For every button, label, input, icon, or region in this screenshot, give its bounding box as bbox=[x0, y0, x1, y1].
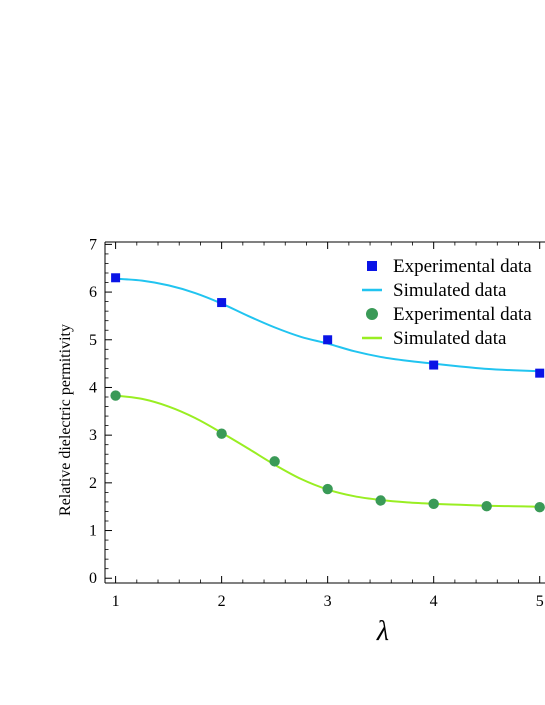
y-axis-label: Relative dielectric permitivity bbox=[57, 324, 74, 516]
x-tick-label: 5 bbox=[536, 593, 544, 610]
series-2-point bbox=[375, 495, 386, 506]
legend-label-3: Simulated data bbox=[393, 328, 507, 349]
legend-marker-2 bbox=[366, 308, 378, 320]
y-tick-label: 2 bbox=[89, 475, 97, 492]
x-tick-label: 2 bbox=[218, 593, 226, 610]
series-2-point bbox=[110, 390, 121, 401]
series-2-point bbox=[481, 501, 492, 512]
y-tick-label: 5 bbox=[89, 332, 97, 349]
y-tick-label: 6 bbox=[89, 284, 97, 301]
y-tick-label: 7 bbox=[89, 236, 97, 253]
y-tick-label: 3 bbox=[89, 427, 97, 444]
legend-label-0: Experimental data bbox=[393, 256, 532, 277]
series-2-point bbox=[428, 498, 439, 510]
x-tick-label: 4 bbox=[430, 593, 438, 610]
legend-label-2: Experimental data bbox=[393, 304, 532, 325]
y-tick-label: 0 bbox=[89, 570, 97, 587]
series-2-point bbox=[534, 501, 545, 513]
legend: Experimental data Simulated data Experimen… bbox=[362, 256, 532, 349]
x-tick-label: 1 bbox=[112, 593, 120, 610]
series-0-point bbox=[429, 360, 439, 370]
legend-marker-0 bbox=[367, 261, 377, 271]
legend-label-1: Simulated data bbox=[393, 280, 507, 301]
y-tick-label: 1 bbox=[89, 523, 97, 540]
series-2-point bbox=[322, 483, 333, 495]
plot-area bbox=[110, 273, 545, 513]
series-0-point bbox=[217, 298, 227, 308]
series-2-point bbox=[216, 428, 227, 439]
y-tick-label: 4 bbox=[89, 379, 97, 396]
series-0-point bbox=[111, 273, 121, 283]
series-0-point bbox=[535, 368, 545, 378]
series-2-point bbox=[269, 456, 280, 467]
x-axis-label: λ bbox=[376, 616, 389, 647]
x-tick-label: 3 bbox=[324, 593, 332, 610]
series-0-point bbox=[323, 335, 333, 345]
